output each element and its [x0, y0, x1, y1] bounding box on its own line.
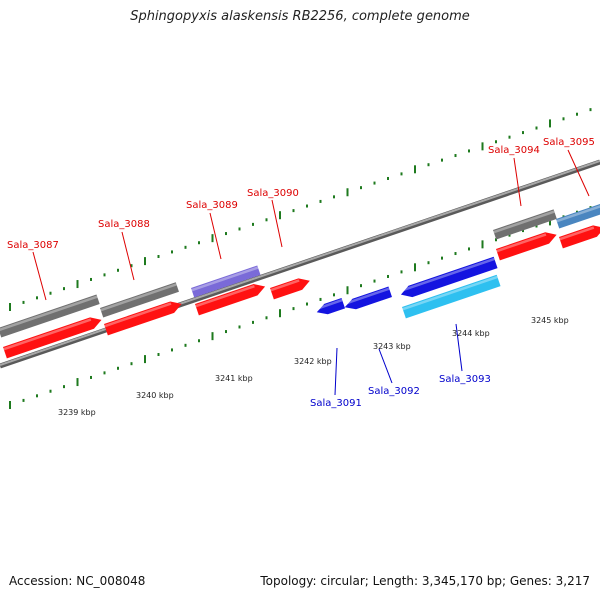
scale-label: 3245 kbp: [531, 316, 569, 325]
gene-label-sala_3093: Sala_3093: [439, 374, 491, 385]
leader-line: [209, 212, 222, 260]
cds-arrow-sala-3087: [3, 317, 102, 359]
gene-label-sala_3089: Sala_3089: [186, 200, 238, 211]
gene-bar-sala-3089-body: [191, 265, 261, 298]
accession-text: Accession: NC_008048: [9, 574, 146, 588]
cds-arrow-sala-3090: [270, 278, 310, 300]
cds-arrow-sala-3088-body: [104, 301, 182, 336]
gene-bar-sala-3093-shine: [402, 275, 498, 311]
cds-arrow-sala-3095-shine: [559, 226, 595, 241]
scale-label: 3244 kbp: [452, 329, 490, 338]
cds-arrow-sala-3092-body: [344, 286, 392, 310]
scale-label: 3240 kbp: [136, 391, 174, 400]
gene-bar-sala-3088: [100, 282, 179, 318]
cds-arrow-sala-3092: [343, 286, 392, 310]
gene-bar-sala-3087: [0, 294, 100, 338]
cds-arrow-sala-3093: [399, 256, 498, 298]
genome-backbone: [0, 159, 600, 369]
leader-line: [271, 199, 283, 248]
cds-arrow-sala-3090-shine: [270, 279, 300, 292]
gene-bar-sala-3095-shine: [556, 203, 600, 223]
cds-arrow-sala-3091: [315, 297, 346, 315]
cds-arrow-sala-3091-shine: [315, 298, 343, 311]
cds-arrow-sala-3095: [559, 225, 600, 249]
gene-label-sala_3087: Sala_3087: [7, 240, 59, 251]
gene-label-sala_3088: Sala_3088: [98, 219, 150, 230]
map-title: Sphingopyxis alaskensis RB2256, complete…: [130, 9, 470, 24]
cds-arrow-sala-3093-body: [400, 256, 498, 298]
cds-arrow-sala-3094: [496, 232, 557, 261]
cds-arrow-sala-3087-shine: [3, 318, 92, 351]
cds-arrow-sala-3093-shine: [399, 257, 495, 293]
leader-line: [455, 323, 463, 372]
cds-arrow-sala-3088: [104, 301, 182, 336]
leader-line: [334, 347, 338, 396]
gene-label-sala_3095: Sala_3095: [543, 137, 595, 148]
gene-bar-sala-3095-body: [556, 202, 600, 229]
genome-summary-text: Topology: circular; Length: 3,345,170 bp…: [260, 574, 590, 588]
cds-arrow-sala-3092-shine: [343, 287, 390, 306]
gene-bar-sala-3087-body: [0, 294, 100, 338]
gene-label-sala_3091: Sala_3091: [310, 398, 362, 409]
leader-line: [567, 149, 590, 197]
cds-arrow-sala-3089-shine: [195, 284, 255, 308]
scale-label: 3242 kbp: [294, 357, 332, 366]
gene-bar-sala-3088-shine: [100, 283, 177, 312]
gene-bar-sala-3093: [402, 274, 501, 319]
scale-label: 3243 kbp: [373, 342, 411, 351]
gene-bar-sala-3089-shine: [191, 266, 259, 292]
leader-line: [513, 157, 522, 207]
cds-arrow-sala-3095-body: [559, 225, 600, 249]
gene-label-sala_3090: Sala_3090: [247, 188, 299, 199]
gene-bar-sala-3094: [493, 209, 557, 240]
leader-line: [378, 348, 393, 384]
gene-bar-sala-3089: [191, 265, 261, 298]
gene-bar-sala-3094-body: [493, 209, 557, 240]
cds-arrow-sala-3094-shine: [496, 233, 547, 253]
scale-label: 3241 kbp: [215, 374, 253, 383]
scale-label: 3239 kbp: [58, 408, 96, 417]
cds-arrow-sala-3089: [195, 284, 266, 316]
gene-bar-sala-3088-body: [100, 282, 179, 318]
gene-bar-sala-3087-shine: [0, 295, 98, 332]
cds-arrow-sala-3088-shine: [104, 302, 172, 328]
cds-arrow-sala-3091-body: [316, 297, 346, 315]
cds-arrow-sala-3087-body: [3, 317, 102, 359]
label-layer: 3239 kbp 3240 kbp 3241 kbp 3242 kbp 3243 kbp…: [7, 137, 595, 417]
leader-line: [32, 251, 47, 301]
cds-arrow-sala-3094-body: [496, 232, 557, 261]
gene-label-sala_3092: Sala_3092: [368, 386, 420, 397]
cds-arrow-sala-3090-body: [270, 278, 310, 300]
gene-bar-sala-3094-shine: [493, 210, 555, 234]
gene-label-sala_3094: Sala_3094: [488, 145, 540, 156]
gene-bar-sala-3095: [556, 202, 600, 229]
gene-bar-sala-3093-body: [402, 274, 501, 319]
backbone-highlight: [0, 160, 600, 366]
leader-line: [121, 231, 135, 281]
feature-track: [0, 202, 600, 359]
label-leaders: [32, 149, 590, 396]
top-tick-track: [9, 108, 592, 311]
cds-arrow-sala-3089-body: [195, 284, 266, 316]
